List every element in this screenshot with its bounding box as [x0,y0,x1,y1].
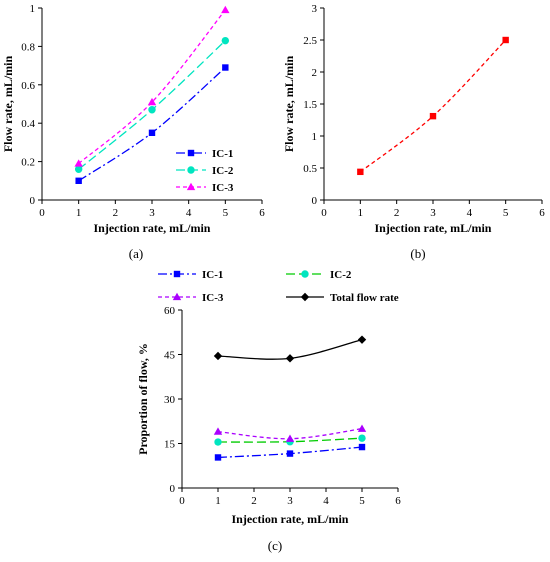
x-tick-label: 2 [251,495,257,507]
x-tick-label: 3 [149,207,155,219]
data-point [221,5,230,14]
data-point [357,335,367,344]
y-tick-label: 0 [170,483,176,495]
data-point [148,129,156,136]
y-tick-label: 30 [164,394,176,406]
y-tick-label: 60 [164,305,176,317]
data-point [358,443,366,451]
panel-label: (b) [410,246,425,261]
x-tick-label: 3 [287,495,293,507]
x-axis-title: Injection rate, mL/min [232,512,349,526]
data-point [285,354,295,363]
series-line-ic-3 [78,9,226,165]
x-tick-label: 2 [394,207,400,219]
data-point [148,106,156,114]
series-line-ic-1 [78,67,226,182]
y-tick-label: 15 [164,439,176,451]
x-tick-label: 6 [539,207,545,219]
chart-panel-a: 0 1 2 3 4 5 6 0 0.2 0.4 0.6 0.8 1 Injection rate, mL/… [1,3,265,261]
y-axis-title: Flow rate, mL/min [282,56,296,153]
y-tick-label: 0.8 [21,41,35,53]
data-point [147,97,157,106]
data-point [221,36,230,45]
x-tick-label: 1 [76,207,82,219]
chart-panel-b: 0 1 2 3 4 5 6 0 0.5 1 1.5 2 2.5 3 Injection rate, mL/m… [282,3,545,261]
legend-marker [173,270,181,278]
legend-marker [301,270,309,278]
x-tick-label: 3 [430,207,436,219]
x-tick-label: 6 [395,495,401,507]
x-tick-label: 0 [321,207,327,219]
x-tick-label: 1 [215,495,221,507]
data-point [357,424,367,432]
x-axis-title: Injection rate, mL/min [375,221,492,235]
legend-marker [172,292,182,301]
data-point [502,36,509,44]
legend-marker [186,182,196,191]
x-tick-label: 5 [503,207,509,219]
x-tick-label: 2 [113,207,119,219]
data-point [358,434,366,442]
legend: IC-1 IC-2 IC-3 Total flow rate [158,269,399,304]
data-point [286,450,294,457]
data-point [75,177,82,184]
data-point [357,168,364,176]
data-point [213,427,223,435]
y-tick-label: 1 [30,3,36,15]
y-axis-title: Proportion of flow, % [136,343,150,455]
data-point [222,64,229,71]
x-tick-label: 1 [358,207,364,219]
y-tick-label: 0.4 [21,118,35,130]
y-tick-label: 1.5 [303,99,317,111]
y-tick-label: 0.6 [21,80,35,92]
x-tick-label: 5 [223,207,229,219]
data-point [285,434,295,442]
legend-label: IC-1 [202,269,223,281]
y-tick-label: 3 [312,3,318,15]
x-tick-label: 4 [323,495,329,507]
series-line-flow-rate [359,39,507,173]
legend: IC-1 IC-2 IC-3 [176,148,234,194]
legend-marker [300,292,310,302]
panel-label: (c) [268,538,282,553]
legend-label: Total flow rate [330,292,399,304]
legend-label: IC-3 [212,182,234,194]
legend-label: IC-1 [212,148,233,160]
y-tick-label: 0 [30,195,36,207]
data-point [74,159,83,167]
x-tick-label: 4 [467,207,473,219]
x-tick-label: 6 [259,207,265,219]
data-point [214,454,222,461]
legend-marker [187,166,195,174]
data-point [429,112,437,120]
data-point [214,438,222,446]
y-tick-label: 0.2 [21,157,35,169]
x-tick-label: 4 [186,207,192,219]
x-axis-title: Injection rate, mL/min [94,221,211,235]
data-point [213,351,223,361]
y-tick-label: 45 [164,350,176,362]
y-tick-label: 0 [312,195,318,207]
legend-label: IC-3 [202,292,224,304]
y-tick-label: 1 [312,131,318,143]
x-tick-label: 0 [179,495,185,507]
y-axis-title: Flow rate, mL/min [1,56,15,153]
legend-label: IC-2 [330,269,352,281]
legend-marker [187,149,195,157]
legend-label: IC-2 [212,165,234,177]
x-tick-label: 5 [359,495,365,507]
data-point [74,165,83,173]
x-tick-label: 0 [39,207,45,219]
y-tick-label: 2.5 [303,35,317,47]
panel-label: (a) [129,246,143,261]
y-tick-label: 2 [312,67,318,79]
y-tick-label: 0.5 [303,163,317,175]
